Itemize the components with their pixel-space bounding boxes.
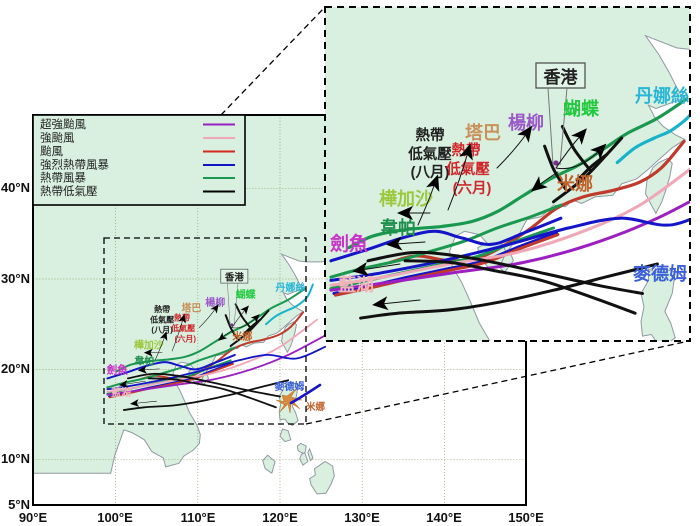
svg-text:熱帶低氣壓: 熱帶低氣壓: [40, 184, 98, 198]
svg-text:超強颱風: 超強颱風: [40, 117, 86, 131]
svg-text:楊柳: 楊柳: [508, 112, 544, 133]
svg-text:劍魚: 劍魚: [329, 232, 368, 255]
svg-text:丹娜絲: 丹娜絲: [635, 85, 689, 106]
svg-text:130°E: 130°E: [344, 510, 380, 525]
svg-text:10°N: 10°N: [1, 451, 30, 466]
svg-text:熱帶風暴: 熱帶風暴: [40, 172, 86, 185]
svg-text:麥德姆: 麥德姆: [632, 263, 687, 284]
svg-text:100°E: 100°E: [97, 510, 133, 525]
svg-text:米娜: 米娜: [305, 401, 326, 413]
svg-text:藍湖: 藍湖: [338, 275, 374, 295]
svg-text:米娜: 米娜: [557, 173, 593, 194]
svg-text:低氣壓: 低氣壓: [445, 160, 490, 178]
svg-text:(八月): (八月): [411, 164, 450, 181]
svg-text:颱風: 颱風: [40, 144, 63, 158]
svg-text:120°E: 120°E: [262, 510, 298, 525]
svg-text:香港: 香港: [544, 67, 579, 87]
svg-text:強烈熱帶風暴: 強烈熱帶風暴: [40, 158, 109, 172]
svg-text:40°N: 40°N: [1, 180, 30, 195]
svg-text:熱帶: 熱帶: [416, 126, 445, 144]
svg-text:樺加沙: 樺加沙: [379, 188, 433, 209]
svg-text:韋帕: 韋帕: [380, 217, 416, 238]
svg-text:110°E: 110°E: [181, 510, 216, 525]
svg-text:低氣壓: 低氣壓: [407, 145, 452, 163]
svg-text:30°N: 30°N: [1, 271, 30, 286]
svg-text:強颱風: 強颱風: [40, 131, 75, 145]
svg-text:90°E: 90°E: [19, 510, 48, 525]
svg-text:150°E: 150°E: [508, 510, 544, 525]
svg-text:140°E: 140°E: [426, 510, 462, 525]
svg-text:20°N: 20°N: [1, 361, 30, 376]
svg-text:蝴蝶: 蝴蝶: [563, 98, 600, 119]
svg-text:塔巴: 塔巴: [465, 122, 501, 143]
